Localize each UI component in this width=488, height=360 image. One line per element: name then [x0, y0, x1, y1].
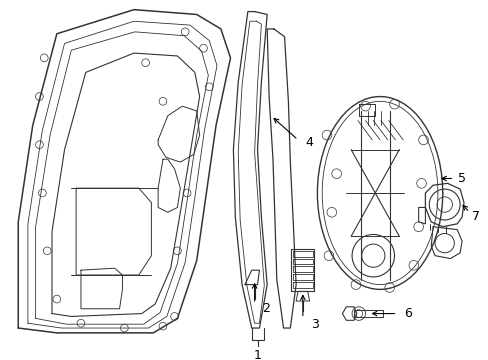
Text: 7: 7 — [471, 210, 479, 222]
Text: 3: 3 — [310, 318, 318, 331]
Text: 5: 5 — [457, 172, 465, 185]
Text: 6: 6 — [404, 307, 411, 320]
Text: 4: 4 — [305, 136, 313, 149]
Text: 1: 1 — [253, 348, 261, 360]
Text: 2: 2 — [262, 302, 270, 315]
